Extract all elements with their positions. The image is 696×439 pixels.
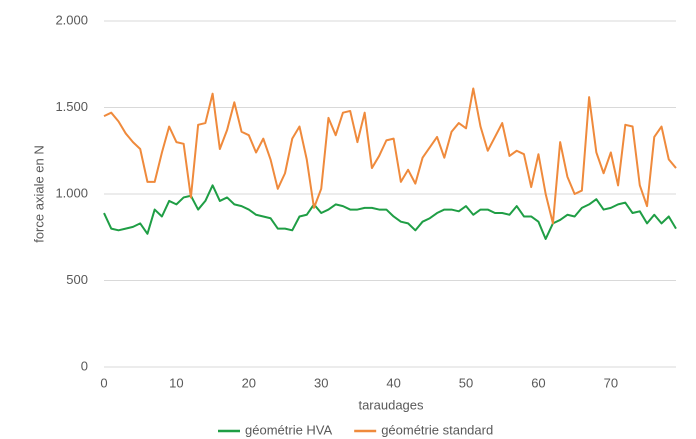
y-tick-label: 1.000	[55, 185, 88, 200]
x-tick-label: 10	[169, 375, 183, 390]
y-axis-label: force axiale en N	[31, 145, 46, 243]
x-tick-label: 70	[604, 375, 618, 390]
line	[103, 184, 677, 240]
x-tick-label: 20	[242, 375, 256, 390]
y-tick-label: 1.500	[55, 99, 88, 114]
y-tick-label: 2.000	[55, 12, 88, 27]
x-tick-label: 60	[531, 375, 545, 390]
y-tick-label: 500	[66, 272, 88, 287]
x-tick-label: 0	[100, 375, 107, 390]
legend-label: géométrie HVA	[245, 422, 333, 437]
x-tick-label: 50	[459, 375, 473, 390]
line	[103, 87, 677, 225]
x-axis-label: taraudages	[358, 397, 424, 412]
y-tick-label: 0	[81, 358, 88, 373]
x-tick-label: 40	[386, 375, 400, 390]
legend-label: géométrie standard	[381, 422, 493, 437]
x-tick-label: 30	[314, 375, 328, 390]
